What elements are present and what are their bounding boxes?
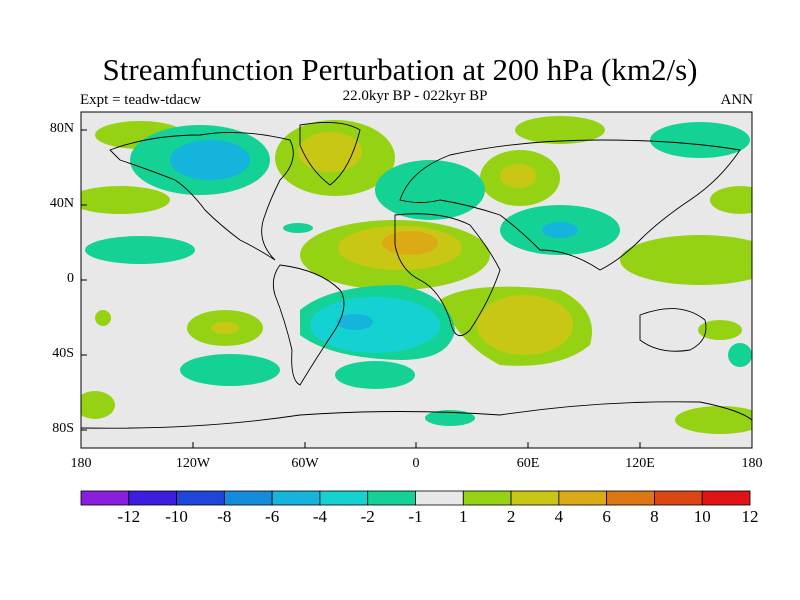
contour-region [335,361,415,389]
colorbar-swatch [558,490,608,506]
colorbar [80,490,751,506]
colorbar-label: -2 [360,507,375,526]
colorbar-label: 12 [741,507,759,526]
plot-title: Streamfunction Perturbation at 200 hPa (… [102,52,698,87]
colorbar-label: 1 [459,507,468,526]
contour-region [477,295,573,355]
colorbar-label: -8 [217,507,232,526]
colorbar-label: -6 [265,507,280,526]
colorbar-label: -12 [117,507,141,526]
lat-label: 80N [49,121,74,136]
colorbar-swatch [271,490,321,506]
contour-region [382,231,438,255]
coastline-north-america [109,131,294,261]
colorbar-swatch [128,490,177,506]
colorbar-swatch [462,490,512,506]
contour-region [728,343,752,367]
colorbar-swatch [415,490,464,506]
colorbar-swatch [176,490,225,506]
contour-region [211,322,239,334]
contour-region [81,391,115,419]
experiment-label: Expt = teadw-tdacw [80,92,201,108]
contour-region [81,186,170,214]
contour-region [180,354,280,386]
season-label: ANN [720,92,754,108]
lat-label: 40N [49,196,74,211]
colorbar-swatch [319,490,369,506]
colorbar-swatch [510,490,560,506]
coastlines [81,121,752,429]
colorbar-label: 10 [693,507,711,526]
coastline-south-america [272,264,345,386]
contour-region [85,236,195,264]
contour-field [81,116,752,434]
colorbar-swatch [701,490,751,506]
lon-label: 120W [175,456,211,471]
contour-region [425,410,475,426]
coastline-africa [394,213,501,337]
colorbar-swatch [223,490,273,506]
colorbar-label: 6 [602,507,611,526]
contour-region [620,235,752,285]
contour-region [298,132,362,172]
coastline-australia [639,308,707,352]
lon-label: 60W [291,456,319,471]
coastline-greenland [299,121,361,186]
lon-label: 180 [70,456,92,471]
colorbar-swatch [367,490,416,506]
lon-label: 0 [412,456,420,471]
colorbar-label: 4 [554,507,564,526]
contour-region [698,320,742,340]
lat-label: 40S [52,346,74,361]
coastline-antarctica [81,401,752,429]
contour-region [710,186,752,214]
contour-region [337,314,373,330]
contour-region [283,223,313,233]
colorbar-label: -1 [408,507,423,526]
colorbar-swatch [80,490,130,506]
lon-label: 180 [741,456,763,471]
lat-label: 0 [67,271,74,286]
colorbar-label: 8 [650,507,659,526]
contour-region [650,122,750,158]
contour-region [375,160,485,220]
colorbar-swatch [654,490,703,506]
lon-label: 120E [625,456,655,471]
contour-region [95,310,111,326]
contour-region [170,140,250,180]
lat-label: 80S [52,421,74,436]
contour-region [675,406,752,434]
coastline-eurasia [399,139,741,271]
colorbar-label: 2 [506,507,516,526]
period-label: 22.0kyr BP - 022kyr BP [342,88,488,104]
colorbar-label: -4 [312,507,327,526]
contour-region [500,164,536,188]
colorbar-label: -10 [165,507,188,526]
colorbar-swatch [606,490,655,506]
contour-region [542,222,578,238]
lon-label: 60E [516,456,540,471]
contour-region [515,116,605,144]
axis-ticks [80,129,753,448]
contour-region [310,297,440,353]
